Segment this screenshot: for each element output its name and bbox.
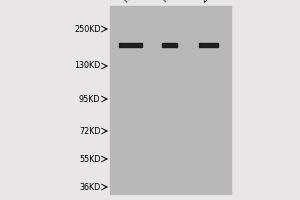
Text: 293T: 293T <box>199 0 219 4</box>
Text: HepG2: HepG2 <box>160 0 185 4</box>
Bar <box>199 43 218 47</box>
Text: 72KD: 72KD <box>79 127 100 136</box>
Text: 36KD: 36KD <box>79 182 100 192</box>
Text: 250KD: 250KD <box>74 24 100 33</box>
Text: 95KD: 95KD <box>79 95 100 104</box>
Text: 55KD: 55KD <box>79 154 100 164</box>
Text: 130KD: 130KD <box>74 62 100 71</box>
Bar <box>110 6 231 194</box>
Text: Hela: Hela <box>121 0 140 4</box>
Bar <box>162 43 177 47</box>
Bar <box>119 43 142 47</box>
